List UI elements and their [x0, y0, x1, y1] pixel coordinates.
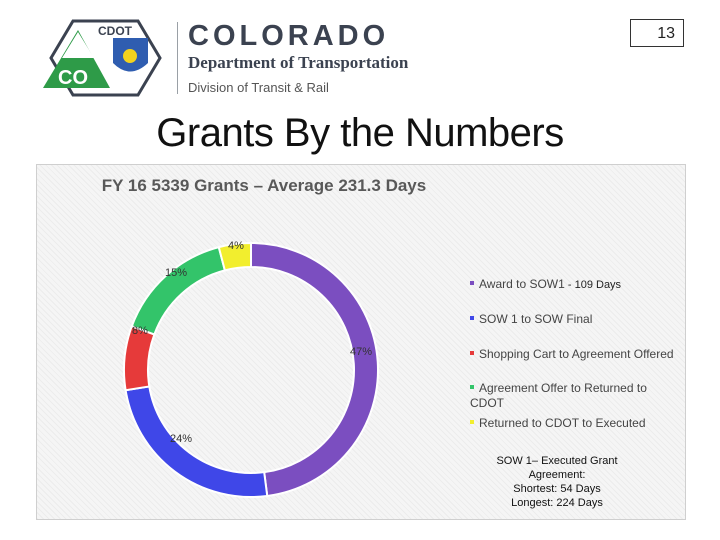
- chart-note: SOW 1– Executed Grant Agreement: Shortes…: [477, 454, 637, 510]
- donut-slice: [130, 245, 227, 336]
- slice-label: 47%: [350, 346, 372, 358]
- slide-title: Grants By the Numbers: [156, 111, 564, 155]
- legend-label: Returned to CDOT to Executed: [479, 416, 646, 430]
- note-line: Longest: 224 Days: [511, 497, 603, 509]
- note-line: SOW 1– Executed Grant Agreement:: [496, 455, 618, 481]
- department-name: Department of Transportation: [188, 53, 409, 72]
- legend-swatch: [470, 384, 474, 389]
- division-name: Division of Transit & Rail: [188, 80, 329, 95]
- page-number: 13: [630, 19, 684, 47]
- legend-item: Agreement Offer to Returned to CDOT: [470, 381, 680, 411]
- slice-label: 8%: [132, 325, 148, 337]
- legend-item: Shopping Cart to Agreement Offered: [470, 347, 680, 362]
- donut-slice: [250, 241, 379, 498]
- donut-chart: FY 16 5339 Grants – Average 231.3 Days 4…: [102, 176, 426, 498]
- donut-slice: [124, 385, 269, 498]
- legend-label: Shopping Cart to Agreement Offered: [479, 347, 674, 361]
- badge-text: CDOT: [98, 24, 133, 38]
- legend-swatch: [470, 280, 474, 285]
- legend-label: SOW 1 to SOW Final: [479, 312, 593, 326]
- chart-title: FY 16 5339 Grants – Average 231.3 Days: [102, 176, 426, 195]
- legend-label: Award to SOW1: [479, 277, 565, 291]
- chart-area: FY 16 5339 Grants – Average 231.3 Days 4…: [36, 164, 686, 520]
- cdot-shield-icon: CDOT CO: [43, 19, 162, 97]
- slice-label: 15%: [165, 267, 187, 279]
- legend-swatch: [470, 350, 474, 355]
- legend-item: SOW 1 to SOW Final: [470, 312, 680, 327]
- legend-swatch: [470, 419, 474, 424]
- legend-item: Returned to CDOT to Executed: [470, 416, 680, 431]
- slice-label: 4%: [228, 240, 244, 252]
- badge-letters: CO: [58, 67, 88, 89]
- brand-name: COLORADO: [188, 20, 390, 52]
- legend-item: Award to SOW1 - 109 Days: [470, 277, 680, 293]
- legend-label: Agreement Offer to Returned to CDOT: [470, 381, 647, 410]
- logo-divider: [177, 22, 178, 94]
- donut-slice: [217, 241, 252, 272]
- legend-swatch: [470, 315, 474, 320]
- cdot-logo: CDOT CO COLORADO Department of Transport…: [38, 18, 458, 98]
- legend-extra: - 109 Days: [564, 279, 622, 291]
- slice-label: 24%: [170, 433, 192, 445]
- note-line: Shortest: 54 Days: [513, 483, 601, 495]
